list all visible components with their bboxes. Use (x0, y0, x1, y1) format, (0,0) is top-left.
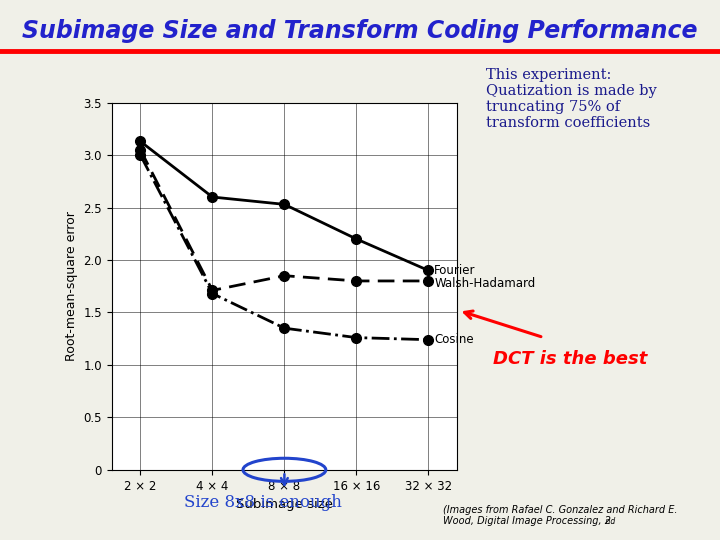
X-axis label: Subimage size: Subimage size (236, 498, 333, 511)
Text: (Images from Rafael C. Gonzalez and Richard E.
Wood, Digital Image Processing, 2: (Images from Rafael C. Gonzalez and Rich… (443, 505, 678, 526)
Text: nd: nd (444, 517, 615, 526)
Text: Size 8x8 is enough: Size 8x8 is enough (184, 494, 342, 511)
Y-axis label: Root-mean-square error: Root-mean-square error (65, 211, 78, 361)
Text: Fourier: Fourier (434, 264, 476, 277)
Text: Walsh-Hadamard: Walsh-Hadamard (434, 276, 536, 289)
Text: Cosine: Cosine (434, 333, 474, 346)
Text: DCT is the best: DCT is the best (493, 350, 647, 368)
Text: This experiment:
Quatization is made by
truncating 75% of
transform coefficients: This experiment: Quatization is made by … (486, 68, 657, 130)
Text: Subimage Size and Transform Coding Performance: Subimage Size and Transform Coding Perfo… (22, 19, 698, 43)
